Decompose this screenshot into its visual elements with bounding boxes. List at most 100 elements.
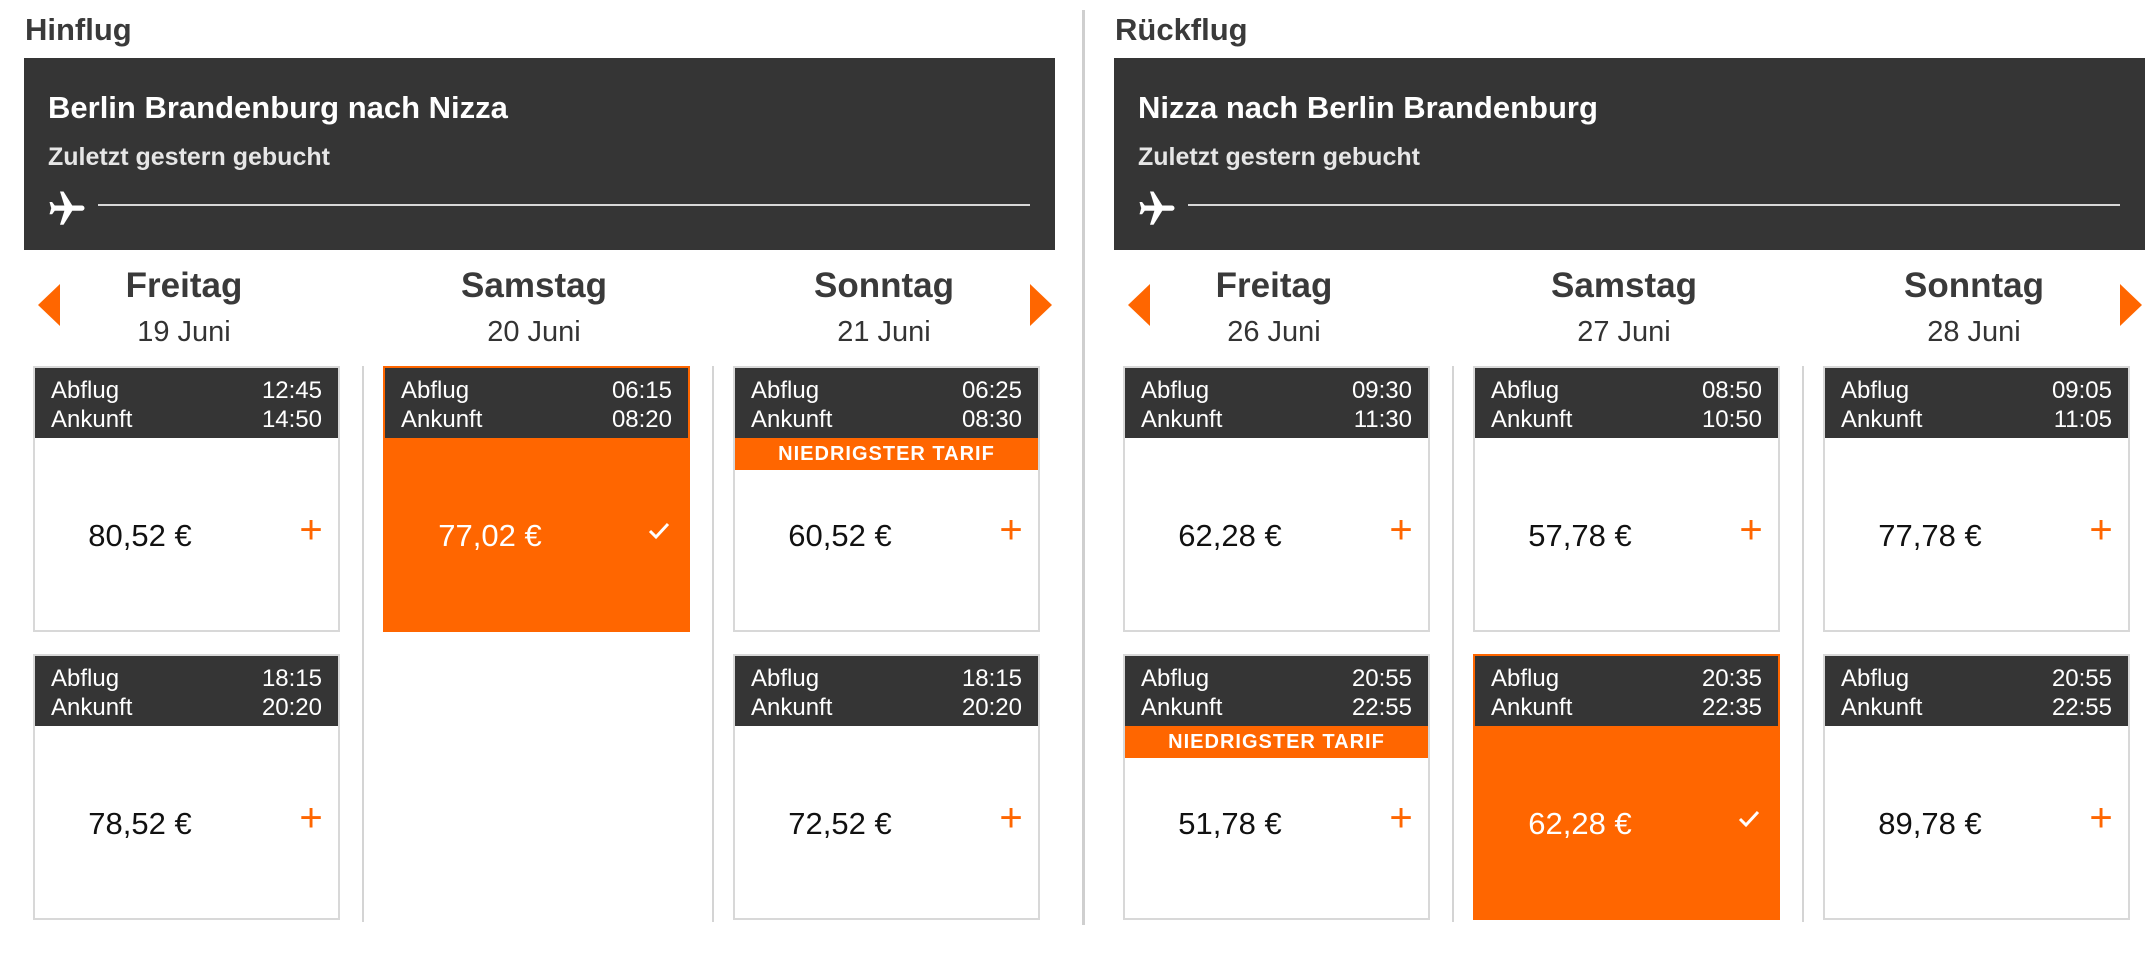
day-column: Samstag 27 Juni Abflug 08:50 Ankunft 10:… [1464,262,1784,922]
route-header: Nizza nach Berlin Brandenburg Zuletzt ge… [1114,58,2145,250]
arrive-time: 11:05 [2053,406,2112,433]
flight-price: 60,52 € [788,518,892,553]
flight-times: Abflug 06:25 Ankunft 08:30 [735,368,1038,438]
day-column: Sonntag 28 Juni Abflug 09:05 Ankunft 11:… [1814,262,2134,922]
flight-card[interactable]: Abflug 12:45 Ankunft 14:50 80,52 € + [33,366,340,632]
arrow-left-icon[interactable] [34,280,64,330]
arrive-time: 08:20 [611,406,672,433]
flight-card-selected[interactable]: Abflug 20:35 Ankunft 22:35 62,28 € [1473,654,1780,920]
plus-icon[interactable]: + [1739,508,1763,552]
day-name: Sonntag [814,266,954,305]
day-name: Samstag [461,266,607,305]
flight-card[interactable]: Abflug 06:25 Ankunft 08:30 NIEDRIGSTER T… [733,366,1040,632]
plus-icon[interactable]: + [999,796,1023,840]
checkmark-icon [1738,810,1760,828]
arrive-time: 14:50 [261,406,322,433]
day-column: Sonntag 21 Juni Abflug 06:25 Ankunft 08:… [724,262,1044,922]
flight-price: 80,52 € [88,518,192,553]
arrive-label: Ankunft [751,406,833,433]
day-date: 20 Juni [487,316,581,348]
plus-icon[interactable]: + [299,508,323,552]
arrow-right-icon[interactable] [1026,280,1056,330]
arrive-label: Ankunft [1491,694,1573,721]
flight-card[interactable]: Abflug 18:15 Ankunft 20:20 78,52 € + [33,654,340,920]
return-section: Rückflug Nizza nach Berlin Brandenburg Z… [1114,0,2154,970]
flight-price: 78,52 € [88,806,192,841]
flight-price: 51,78 € [1178,806,1282,841]
column-separator [712,366,714,922]
flight-card[interactable]: Abflug 20:55 Ankunft 22:55 89,78 € + [1823,654,2130,920]
day-name: Samstag [1551,266,1697,305]
column-separator [1452,366,1454,922]
depart-time: 12:45 [261,377,322,404]
column-separator [1802,366,1804,922]
arrow-left-icon[interactable] [1124,280,1154,330]
depart-label: Abflug [1141,665,1210,692]
depart-time: 09:05 [2051,377,2112,404]
arrow-right-icon[interactable] [2116,280,2146,330]
flight-times: Abflug 20:35 Ankunft 22:35 [1475,656,1778,726]
day-column: Freitag 19 Juni Abflug 12:45 Ankunft 14:… [24,262,344,922]
route-line [1188,204,2120,206]
flight-times: Abflug 18:15 Ankunft 20:20 [35,656,338,726]
day-date: 26 Juni [1227,316,1321,348]
arrive-label: Ankunft [51,694,133,721]
depart-label: Abflug [1841,377,1910,404]
section-title: Hinflug [25,12,132,47]
depart-label: Abflug [751,377,820,404]
depart-label: Abflug [401,377,470,404]
plus-icon[interactable]: + [299,796,323,840]
depart-time: 06:15 [611,377,672,404]
flight-times: Abflug 09:30 Ankunft 11:30 [1125,368,1428,438]
day-date: 28 Juni [1927,316,2021,348]
section-title: Rückflug [1115,12,1248,47]
arrive-label: Ankunft [1141,406,1223,433]
day-date: 27 Juni [1577,316,1671,348]
arrive-label: Ankunft [401,406,483,433]
last-booked-text: Zuletzt gestern gebucht [48,143,330,171]
flight-card-selected[interactable]: Abflug 06:15 Ankunft 08:20 77,02 € [383,366,690,632]
day-name: Freitag [1215,266,1333,305]
flight-price: 62,28 € [1178,518,1282,553]
flight-card[interactable]: Abflug 09:30 Ankunft 11:30 62,28 € + [1123,366,1430,632]
flight-card[interactable]: Abflug 08:50 Ankunft 10:50 57,78 € + [1473,366,1780,632]
flight-card[interactable]: Abflug 20:55 Ankunft 22:55 NIEDRIGSTER T… [1123,654,1430,920]
day-date: 19 Juni [137,316,231,348]
flight-times: Abflug 18:15 Ankunft 20:20 [735,656,1038,726]
section-divider [1082,10,1085,925]
arrive-label: Ankunft [51,406,133,433]
route-line [98,204,1030,206]
arrive-time: 11:30 [1353,406,1412,433]
flight-times: Abflug 20:55 Ankunft 22:55 [1825,656,2128,726]
outbound-section: Hinflug Berlin Brandenburg nach Nizza Zu… [24,0,1064,970]
plus-icon[interactable]: + [999,508,1023,552]
arrive-label: Ankunft [1841,406,1923,433]
day-column: Freitag 26 Juni Abflug 09:30 Ankunft 11:… [1114,262,1434,922]
plus-icon[interactable]: + [2089,796,2113,840]
flight-times: Abflug 09:05 Ankunft 11:05 [1825,368,2128,438]
depart-label: Abflug [1141,377,1210,404]
flight-price: 57,78 € [1528,518,1632,553]
plus-icon[interactable]: + [2089,508,2113,552]
flight-card[interactable]: Abflug 09:05 Ankunft 11:05 77,78 € + [1823,366,2130,632]
plus-icon[interactable]: + [1389,508,1413,552]
lowest-fare-badge: NIEDRIGSTER TARIF [735,438,1038,470]
checkmark-icon [648,522,670,540]
flight-card[interactable]: Abflug 18:15 Ankunft 20:20 72,52 € + [733,654,1040,920]
day-name: Freitag [125,266,243,305]
depart-time: 09:30 [1351,377,1412,404]
depart-label: Abflug [51,665,120,692]
plus-icon[interactable]: + [1389,796,1413,840]
arrive-time: 22:55 [1351,694,1412,721]
day-date: 21 Juni [837,316,931,348]
depart-label: Abflug [1491,377,1560,404]
arrive-label: Ankunft [1491,406,1573,433]
arrive-time: 22:35 [1701,694,1762,721]
column-separator [362,366,364,922]
arrive-time: 08:30 [961,406,1022,433]
day-name: Sonntag [1904,266,2044,305]
lowest-fare-badge: NIEDRIGSTER TARIF [1125,726,1428,758]
flight-times: Abflug 08:50 Ankunft 10:50 [1475,368,1778,438]
arrive-label: Ankunft [1141,694,1223,721]
last-booked-text: Zuletzt gestern gebucht [1138,143,1420,171]
